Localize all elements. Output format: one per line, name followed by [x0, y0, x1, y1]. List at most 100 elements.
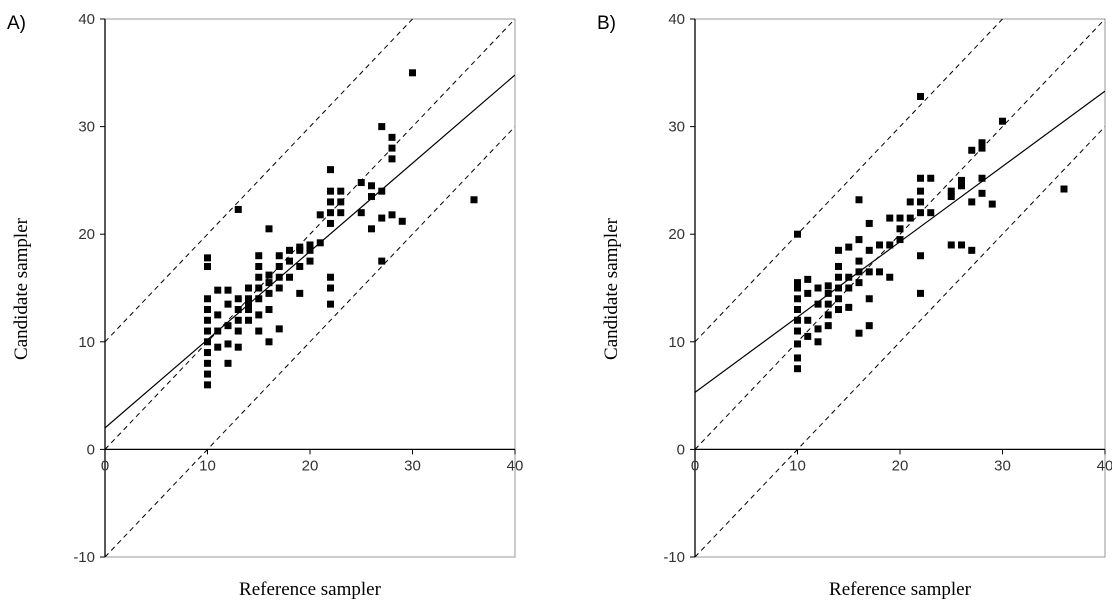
data-point	[917, 198, 924, 206]
data-point	[978, 144, 986, 152]
data-point	[886, 241, 894, 249]
panel-label: B)	[597, 13, 616, 34]
reference-line-dashed	[695, 19, 1004, 343]
data-point	[275, 262, 283, 270]
data-point	[245, 295, 252, 303]
data-point	[368, 193, 375, 201]
data-point	[845, 273, 853, 281]
data-point	[265, 225, 273, 233]
data-point	[896, 236, 904, 244]
panel-label: A)	[7, 13, 26, 34]
data-point	[378, 123, 386, 131]
data-point	[286, 257, 293, 265]
data-point	[306, 241, 314, 249]
data-point	[327, 198, 334, 206]
data-point	[794, 327, 801, 335]
data-point	[978, 174, 986, 182]
plot-lines	[695, 19, 1105, 557]
reference-line-dashed	[105, 19, 414, 343]
data-point	[958, 182, 965, 190]
data-point	[224, 340, 232, 348]
data-point	[327, 209, 334, 217]
data-point	[388, 144, 396, 152]
panel-b: -10 0 10 20 30 40 0 10 20 30 40 B) Reference sampler…	[597, 11, 1112, 600]
data-point	[234, 295, 242, 303]
data-point	[917, 252, 924, 260]
data-point	[275, 273, 283, 281]
y-tick-label: -10	[73, 549, 95, 566]
x-tick-label: 40	[507, 457, 524, 474]
data-point	[865, 268, 873, 276]
data-point	[286, 273, 293, 281]
y-axis-title: Candidate sampler	[601, 217, 622, 360]
data-point	[835, 295, 842, 303]
data-point	[794, 279, 801, 287]
data-point	[794, 295, 801, 303]
data-point	[855, 329, 863, 337]
data-point	[927, 209, 935, 217]
data-point	[255, 284, 263, 292]
data-point	[876, 268, 883, 276]
data-point	[234, 316, 242, 324]
data-point	[927, 174, 935, 182]
data-point	[357, 179, 365, 187]
data-point	[865, 295, 873, 303]
data-point	[327, 219, 334, 227]
data-point	[1060, 185, 1068, 193]
plot-frame	[104, 18, 516, 558]
x-tick-label: 30	[404, 457, 421, 474]
data-point	[204, 262, 211, 270]
data-point	[296, 243, 304, 251]
data-point	[794, 316, 801, 324]
data-point	[824, 289, 832, 297]
data-point	[958, 176, 965, 184]
y-tick-label: 10	[668, 334, 685, 351]
data-point	[794, 340, 801, 348]
data-point	[306, 257, 314, 265]
data-point	[265, 271, 273, 279]
data-point	[234, 327, 242, 335]
data-point	[275, 325, 283, 333]
data-point	[337, 187, 345, 195]
data-point	[204, 327, 211, 335]
data-point	[804, 275, 812, 283]
data-point	[906, 198, 914, 206]
data-point	[255, 295, 263, 303]
y-tick-label: 10	[78, 334, 95, 351]
data-point	[804, 289, 812, 297]
data-point	[327, 300, 334, 308]
data-point	[204, 349, 211, 357]
x-tick-label: 10	[199, 457, 216, 474]
data-point	[337, 209, 345, 217]
x-tick-label: 30	[994, 457, 1011, 474]
data-point	[204, 316, 211, 324]
data-point	[275, 284, 283, 292]
data-point	[917, 289, 924, 297]
data-point	[224, 286, 232, 294]
data-point	[306, 246, 314, 254]
y-tick-label: 0	[677, 441, 685, 458]
data-point	[234, 205, 242, 213]
data-point	[327, 284, 334, 292]
data-point	[204, 338, 211, 346]
data-point	[794, 284, 801, 292]
data-points	[794, 92, 1068, 373]
data-point	[978, 139, 986, 147]
data-point	[896, 225, 904, 233]
x-tick-label: 20	[892, 457, 909, 474]
data-point	[255, 327, 263, 335]
data-point	[265, 279, 273, 287]
x-axis-title: Reference sampler	[829, 579, 972, 600]
data-point	[824, 282, 832, 290]
y-tick-label: 30	[78, 119, 95, 136]
data-point	[855, 257, 863, 265]
data-point	[824, 322, 832, 330]
data-point	[835, 284, 842, 292]
reference-line-dashed	[695, 19, 1105, 450]
data-point	[845, 303, 853, 311]
data-point	[337, 198, 345, 206]
data-point	[794, 306, 801, 314]
y-tick-label: 20	[78, 226, 95, 243]
data-point	[265, 289, 273, 297]
data-point	[275, 252, 283, 260]
